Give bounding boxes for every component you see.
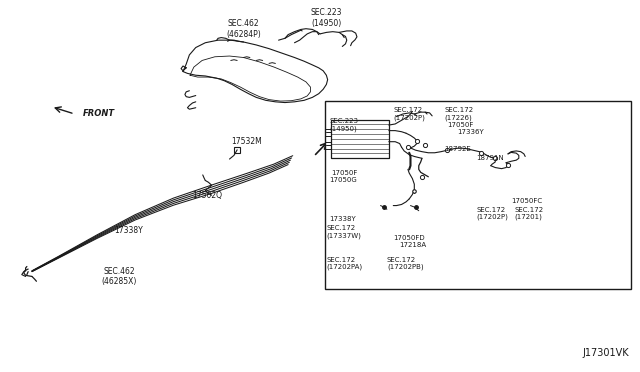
Text: SEC.223
(14950): SEC.223 (14950) (310, 8, 342, 28)
Text: SEC.462
(46285X): SEC.462 (46285X) (102, 267, 137, 286)
Text: SEC.172
(17202P): SEC.172 (17202P) (394, 107, 425, 121)
Text: FRONT: FRONT (83, 109, 115, 118)
Text: SEC.172
(17202PA): SEC.172 (17202PA) (326, 257, 362, 270)
Bar (325, 101, 631, 289)
Text: SEC.172
(17202P): SEC.172 (17202P) (476, 207, 508, 221)
Text: 17338Y: 17338Y (330, 216, 356, 222)
Text: SEC.172
(17337W): SEC.172 (17337W) (326, 225, 361, 239)
Text: 17218A: 17218A (399, 242, 427, 248)
Text: 18792E: 18792E (444, 146, 471, 152)
Text: 17050F: 17050F (332, 170, 358, 176)
Text: 17502Q: 17502Q (193, 191, 223, 200)
Text: 17050FC: 17050FC (511, 198, 542, 204)
Text: 18791N: 18791N (476, 155, 504, 161)
Text: 17336Y: 17336Y (457, 129, 484, 135)
Text: SEC.172
(17201): SEC.172 (17201) (515, 207, 543, 221)
Text: SEC.462
(46284P): SEC.462 (46284P) (226, 19, 261, 39)
Text: 17050FD: 17050FD (394, 235, 425, 241)
Text: SEC.172
(17202PB): SEC.172 (17202PB) (387, 257, 424, 270)
Text: 17338Y: 17338Y (115, 226, 143, 235)
Bar (332, 119, 389, 158)
Text: 17532M: 17532M (231, 137, 262, 146)
Text: 17050F: 17050F (447, 122, 474, 128)
Text: SEC.223
(14950): SEC.223 (14950) (330, 118, 358, 132)
Text: 17050G: 17050G (330, 177, 357, 183)
Text: SEC.172
(17226): SEC.172 (17226) (444, 107, 474, 121)
Text: J17301VK: J17301VK (582, 348, 629, 358)
